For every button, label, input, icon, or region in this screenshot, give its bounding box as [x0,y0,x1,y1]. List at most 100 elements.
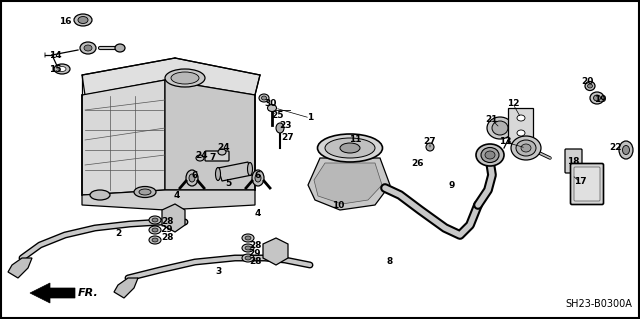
Ellipse shape [245,246,251,250]
Ellipse shape [511,136,541,160]
Polygon shape [8,258,32,278]
Ellipse shape [152,238,158,242]
Text: 28: 28 [249,257,261,266]
Text: 24: 24 [218,144,230,152]
Text: 27: 27 [424,137,436,146]
Ellipse shape [492,121,508,135]
Ellipse shape [623,145,630,154]
Ellipse shape [196,155,204,161]
Polygon shape [82,190,255,210]
Ellipse shape [476,144,504,166]
Text: 4: 4 [255,209,261,218]
Ellipse shape [58,66,66,71]
Ellipse shape [149,236,161,244]
Polygon shape [162,204,185,232]
Ellipse shape [590,92,604,104]
Ellipse shape [487,117,513,139]
Polygon shape [165,80,255,190]
Polygon shape [263,238,288,265]
Ellipse shape [216,167,221,181]
Text: 29: 29 [161,226,173,234]
Ellipse shape [585,81,595,91]
Text: 26: 26 [412,159,424,167]
Polygon shape [82,80,165,195]
Text: 12: 12 [507,100,519,108]
Text: 27: 27 [282,133,294,143]
Ellipse shape [262,96,266,100]
Ellipse shape [517,115,525,121]
Ellipse shape [242,234,254,242]
Text: 24: 24 [196,151,208,160]
Text: SH23-B0300A: SH23-B0300A [565,299,632,309]
Ellipse shape [245,236,251,240]
Text: 22: 22 [609,144,621,152]
Text: 5: 5 [225,179,231,188]
Ellipse shape [54,64,70,74]
Ellipse shape [426,143,434,151]
Ellipse shape [80,42,96,54]
Text: 28: 28 [161,218,173,226]
Ellipse shape [115,44,125,52]
Polygon shape [308,158,390,210]
Text: 4: 4 [174,191,180,201]
Ellipse shape [139,189,151,195]
Ellipse shape [218,149,226,155]
FancyBboxPatch shape [570,164,604,204]
Text: 8: 8 [387,256,393,265]
Text: 20: 20 [581,78,593,86]
Text: 6: 6 [192,170,198,180]
Polygon shape [114,278,138,298]
Text: 11: 11 [349,136,361,145]
Ellipse shape [186,170,198,186]
Text: 7: 7 [210,153,216,162]
Ellipse shape [340,143,360,153]
Text: 9: 9 [449,181,455,189]
Text: 10: 10 [332,201,344,210]
Ellipse shape [485,151,495,159]
Ellipse shape [74,14,92,26]
Polygon shape [30,283,75,303]
Ellipse shape [593,95,600,101]
FancyBboxPatch shape [205,151,229,161]
Ellipse shape [165,69,205,87]
Ellipse shape [242,254,254,262]
Ellipse shape [317,134,383,162]
Text: 6: 6 [255,170,261,180]
Ellipse shape [189,174,195,182]
Ellipse shape [619,141,633,159]
Text: 17: 17 [573,177,586,187]
Ellipse shape [481,147,499,162]
FancyBboxPatch shape [508,108,533,143]
Ellipse shape [255,174,261,182]
Polygon shape [218,162,252,181]
FancyBboxPatch shape [565,149,582,173]
Text: 30: 30 [265,99,277,108]
Text: 18: 18 [567,158,579,167]
Ellipse shape [149,226,161,234]
Polygon shape [314,163,382,204]
Text: 28: 28 [249,241,261,249]
Text: 14: 14 [49,51,61,61]
Ellipse shape [242,244,254,252]
Ellipse shape [521,144,531,152]
Ellipse shape [248,162,253,175]
Ellipse shape [252,170,264,186]
Text: 1: 1 [307,114,313,122]
Ellipse shape [78,17,88,24]
Text: 29: 29 [249,249,261,257]
Ellipse shape [152,228,158,232]
Ellipse shape [134,187,156,197]
Text: 13: 13 [499,137,511,146]
Ellipse shape [325,138,375,158]
Text: 15: 15 [49,65,61,75]
Ellipse shape [588,84,593,88]
FancyBboxPatch shape [574,167,600,201]
Ellipse shape [517,130,525,136]
Ellipse shape [259,94,269,102]
Text: 25: 25 [271,110,284,120]
Ellipse shape [90,190,110,200]
Ellipse shape [84,45,92,51]
Ellipse shape [152,218,158,222]
Ellipse shape [245,256,251,260]
Text: 19: 19 [594,95,606,105]
